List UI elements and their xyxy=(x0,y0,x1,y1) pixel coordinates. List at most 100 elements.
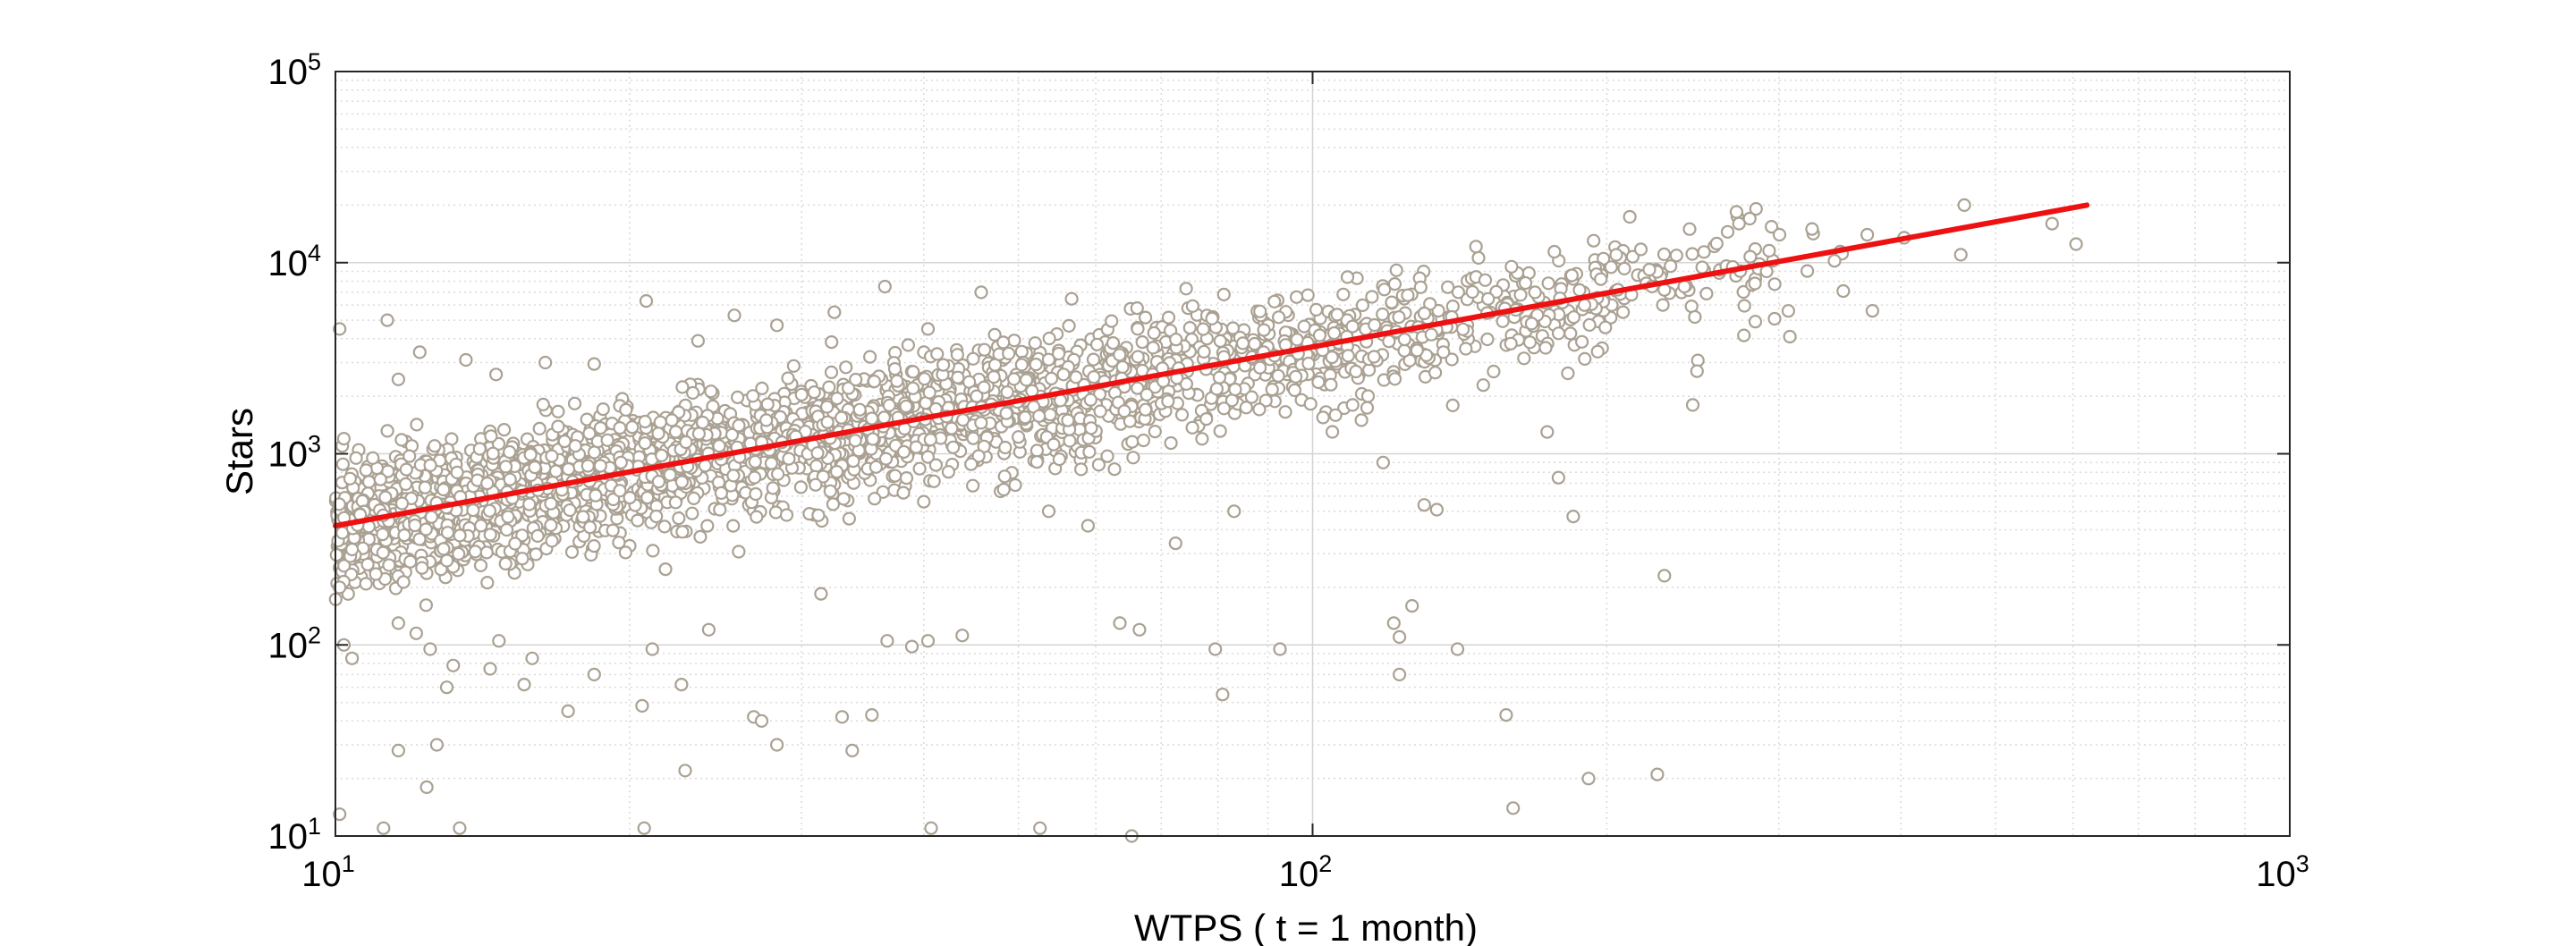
data-point xyxy=(924,821,938,835)
data-point xyxy=(530,528,545,544)
data-point xyxy=(1168,536,1182,551)
data-point xyxy=(1566,509,1580,524)
data-point xyxy=(865,707,879,722)
data-point xyxy=(1197,344,1211,359)
data-point xyxy=(1764,220,1779,234)
data-point xyxy=(1690,364,1704,378)
data-point xyxy=(1397,333,1411,347)
data-point xyxy=(424,510,438,524)
data-point xyxy=(440,553,454,568)
y-tick-label: 105 xyxy=(267,48,321,92)
data-point xyxy=(1252,360,1267,375)
data-point xyxy=(877,410,892,425)
data-point xyxy=(1748,276,1762,291)
data-point xyxy=(842,511,857,526)
data-point xyxy=(668,495,683,510)
data-point xyxy=(419,598,433,612)
data-point xyxy=(1161,394,1175,409)
data-point xyxy=(896,486,911,500)
data-point xyxy=(849,372,863,387)
data-point xyxy=(810,446,825,460)
data-point xyxy=(746,389,760,403)
data-point xyxy=(1301,288,1315,302)
data-point xyxy=(971,449,986,463)
data-point xyxy=(1685,247,1699,261)
data-point xyxy=(1445,352,1459,367)
data-point xyxy=(807,385,821,400)
data-point xyxy=(1287,383,1302,397)
data-point xyxy=(1742,211,1757,226)
data-point xyxy=(436,482,451,497)
data-point xyxy=(691,427,707,441)
data-point xyxy=(1290,333,1304,347)
data-point xyxy=(1216,401,1232,416)
data-point xyxy=(1767,277,1782,291)
data-point xyxy=(561,704,575,719)
data-point xyxy=(532,421,547,435)
data-point xyxy=(423,642,437,656)
data-point xyxy=(1609,248,1623,262)
data-point xyxy=(1324,377,1338,392)
data-point xyxy=(999,406,1013,420)
data-point xyxy=(1957,198,1971,212)
data-point xyxy=(809,459,824,473)
data-point xyxy=(567,396,582,410)
data-point xyxy=(1131,322,1145,336)
data-point xyxy=(1504,259,1519,274)
data-point xyxy=(1720,224,1735,239)
data-point xyxy=(408,518,422,533)
data-point xyxy=(1042,331,1056,346)
data-point xyxy=(1169,333,1183,347)
data-point xyxy=(394,496,410,511)
data-point xyxy=(974,416,988,430)
data-point xyxy=(906,365,920,379)
data-point xyxy=(587,538,601,553)
data-point xyxy=(1397,343,1411,358)
data-point xyxy=(1737,328,1751,342)
data-point xyxy=(399,477,413,492)
data-point xyxy=(1199,412,1214,427)
data-point xyxy=(899,470,914,486)
data-point xyxy=(517,677,531,692)
data-point xyxy=(1131,350,1145,364)
data-point xyxy=(1767,311,1782,326)
data-point xyxy=(1581,772,1596,786)
data-point xyxy=(867,375,882,389)
data-point xyxy=(877,279,892,294)
data-point xyxy=(769,738,784,752)
data-point xyxy=(663,468,677,482)
data-point xyxy=(1729,205,1744,219)
data-point xyxy=(528,460,542,475)
data-point xyxy=(1615,305,1631,319)
data-point xyxy=(651,427,665,441)
data-point xyxy=(1392,629,1407,645)
data-point xyxy=(1185,420,1199,435)
data-point xyxy=(333,322,347,336)
data-point xyxy=(824,365,839,379)
data-point xyxy=(848,434,862,448)
data-point xyxy=(638,414,652,429)
data-point xyxy=(501,510,515,524)
data-point xyxy=(675,380,690,394)
data-point xyxy=(580,459,595,473)
data-point xyxy=(1244,390,1259,404)
data-point xyxy=(582,427,597,441)
data-point xyxy=(1185,299,1200,313)
data-point xyxy=(612,536,626,550)
data-point xyxy=(561,461,576,477)
data-point xyxy=(410,418,424,432)
data-point xyxy=(1148,425,1162,439)
data-point xyxy=(1228,382,1242,397)
data-point xyxy=(1360,389,1376,403)
data-point xyxy=(674,475,690,489)
data-point xyxy=(1577,298,1592,312)
data-point xyxy=(820,415,835,429)
data-point xyxy=(1455,322,1470,336)
data-point xyxy=(1360,401,1375,415)
data-point xyxy=(1093,404,1107,418)
data-point xyxy=(529,547,543,562)
data-point xyxy=(672,511,686,526)
data-point xyxy=(1080,519,1096,533)
data-point xyxy=(397,528,411,543)
data-point xyxy=(1732,216,1746,231)
